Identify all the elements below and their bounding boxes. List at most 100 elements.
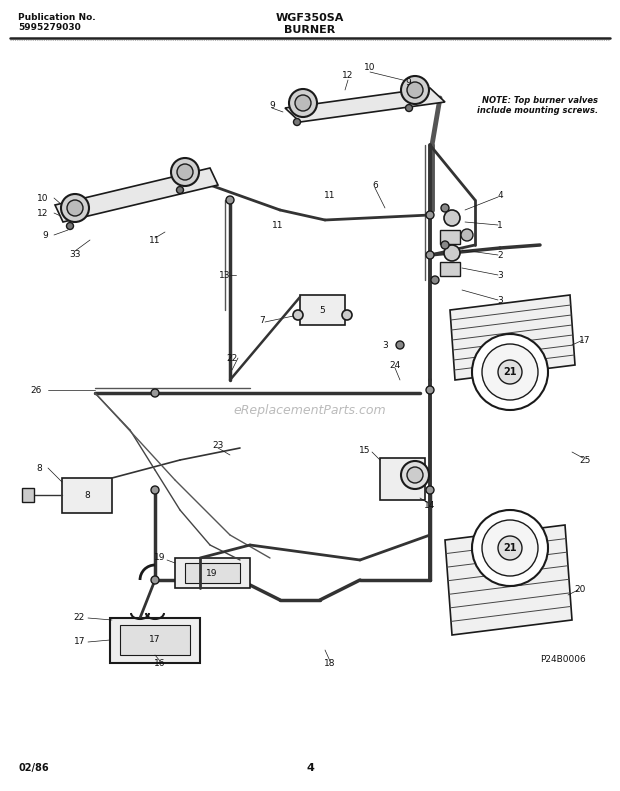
Circle shape bbox=[498, 536, 522, 560]
Text: 24: 24 bbox=[389, 361, 401, 369]
Bar bbox=[300, 295, 345, 325]
Circle shape bbox=[426, 386, 434, 394]
Circle shape bbox=[171, 158, 199, 186]
Polygon shape bbox=[445, 525, 572, 635]
Circle shape bbox=[444, 210, 460, 226]
Text: 17: 17 bbox=[579, 335, 591, 345]
Text: 02/86: 02/86 bbox=[18, 763, 48, 773]
Bar bbox=[110, 618, 200, 663]
Text: 23: 23 bbox=[212, 441, 224, 449]
Text: 11: 11 bbox=[149, 236, 161, 244]
Text: BURNER: BURNER bbox=[285, 25, 335, 35]
Circle shape bbox=[498, 360, 522, 384]
Circle shape bbox=[151, 576, 159, 584]
Text: 10: 10 bbox=[364, 62, 376, 71]
Circle shape bbox=[401, 461, 429, 489]
Text: 26: 26 bbox=[30, 385, 42, 395]
Circle shape bbox=[151, 486, 159, 494]
Text: 9: 9 bbox=[405, 78, 411, 86]
Text: 9: 9 bbox=[269, 100, 275, 109]
Circle shape bbox=[66, 222, 74, 229]
Bar bbox=[120, 625, 190, 655]
Circle shape bbox=[61, 194, 89, 222]
Text: 22: 22 bbox=[74, 614, 85, 623]
Text: NOTE: Top burner valves
include mounting screws.: NOTE: Top burner valves include mounting… bbox=[477, 96, 598, 115]
Bar bbox=[62, 478, 112, 513]
Bar bbox=[185, 563, 240, 583]
Circle shape bbox=[405, 104, 412, 112]
Text: 25: 25 bbox=[579, 456, 591, 464]
Circle shape bbox=[67, 200, 83, 216]
Text: 11: 11 bbox=[272, 221, 284, 229]
Polygon shape bbox=[285, 88, 445, 122]
Text: 12: 12 bbox=[37, 209, 48, 218]
Circle shape bbox=[426, 251, 434, 259]
Text: 14: 14 bbox=[424, 501, 436, 509]
Text: 4: 4 bbox=[497, 191, 503, 199]
Text: 12: 12 bbox=[342, 70, 353, 80]
Polygon shape bbox=[55, 168, 218, 222]
Circle shape bbox=[482, 520, 538, 576]
Bar bbox=[380, 458, 425, 500]
Text: 11: 11 bbox=[324, 191, 336, 199]
Text: 20: 20 bbox=[574, 585, 586, 595]
Circle shape bbox=[226, 196, 234, 204]
Text: 1: 1 bbox=[497, 221, 503, 229]
Text: 5995279030: 5995279030 bbox=[18, 23, 81, 32]
Circle shape bbox=[407, 82, 423, 98]
Text: 3: 3 bbox=[497, 271, 503, 279]
Text: 18: 18 bbox=[324, 658, 336, 668]
Text: 3: 3 bbox=[497, 296, 503, 305]
Circle shape bbox=[177, 187, 184, 194]
Text: eReplacementParts.com: eReplacementParts.com bbox=[234, 403, 386, 417]
Text: 16: 16 bbox=[154, 658, 166, 668]
Circle shape bbox=[293, 119, 301, 126]
Text: 10: 10 bbox=[37, 194, 48, 202]
Circle shape bbox=[401, 76, 429, 104]
Circle shape bbox=[482, 344, 538, 400]
Text: 19: 19 bbox=[154, 554, 165, 562]
Bar bbox=[175, 558, 250, 588]
Text: 22: 22 bbox=[227, 354, 238, 362]
Circle shape bbox=[177, 164, 193, 180]
Circle shape bbox=[342, 310, 352, 320]
Text: 4: 4 bbox=[306, 763, 314, 773]
Text: 5: 5 bbox=[319, 305, 325, 315]
Circle shape bbox=[295, 95, 311, 111]
Text: 6: 6 bbox=[372, 180, 378, 190]
Circle shape bbox=[289, 89, 317, 117]
Text: 2: 2 bbox=[497, 251, 503, 259]
Circle shape bbox=[426, 211, 434, 219]
Text: 7: 7 bbox=[259, 316, 265, 324]
Circle shape bbox=[396, 341, 404, 349]
Text: 3: 3 bbox=[382, 340, 388, 350]
Bar bbox=[22, 488, 34, 502]
Circle shape bbox=[441, 241, 449, 249]
Text: 8: 8 bbox=[36, 464, 42, 472]
Text: 17: 17 bbox=[74, 638, 85, 646]
Bar bbox=[440, 262, 460, 276]
Bar bbox=[440, 230, 460, 244]
Circle shape bbox=[151, 389, 159, 397]
Text: P24B0006: P24B0006 bbox=[540, 655, 586, 664]
Circle shape bbox=[441, 204, 449, 212]
Circle shape bbox=[472, 510, 548, 586]
Circle shape bbox=[444, 245, 460, 261]
Polygon shape bbox=[450, 295, 575, 380]
Text: 15: 15 bbox=[358, 445, 370, 455]
Text: WGF350SA: WGF350SA bbox=[276, 13, 344, 23]
Text: 13: 13 bbox=[218, 271, 230, 279]
Text: Publication No.: Publication No. bbox=[18, 13, 95, 22]
Text: 17: 17 bbox=[149, 635, 161, 645]
Circle shape bbox=[426, 486, 434, 494]
Text: 21: 21 bbox=[503, 543, 516, 553]
Text: 21: 21 bbox=[503, 367, 516, 377]
Circle shape bbox=[293, 310, 303, 320]
Circle shape bbox=[407, 467, 423, 483]
Text: 8: 8 bbox=[84, 490, 90, 499]
Text: 9: 9 bbox=[42, 230, 48, 240]
Circle shape bbox=[461, 229, 473, 241]
Circle shape bbox=[431, 276, 439, 284]
Text: 33: 33 bbox=[69, 249, 81, 259]
Text: 19: 19 bbox=[206, 569, 218, 577]
